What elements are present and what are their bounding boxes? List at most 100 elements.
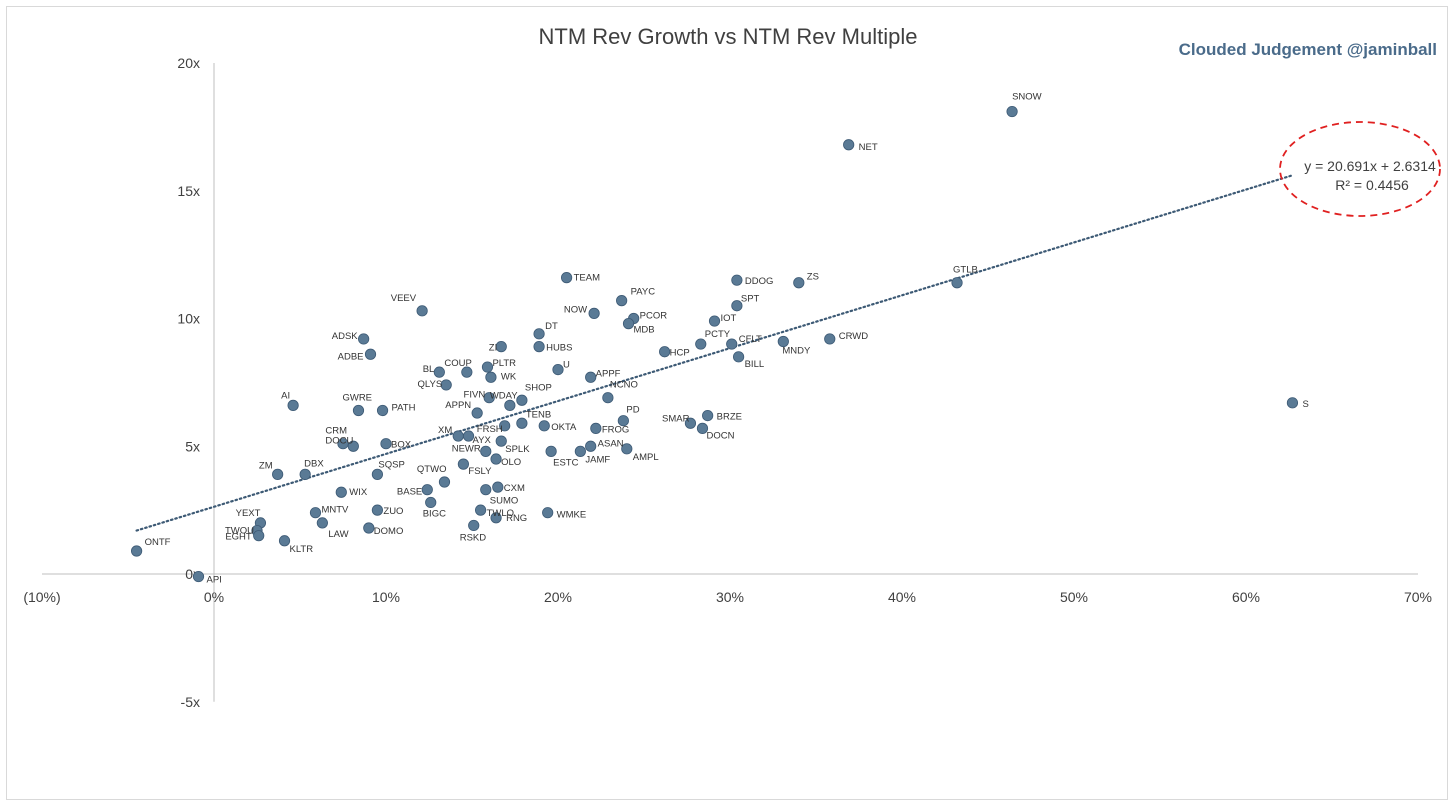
data-point [438,476,451,488]
data-point [617,415,629,427]
point-label: FRSH [477,424,503,435]
data-point [347,440,359,452]
data-point [363,522,375,534]
data-point [708,315,721,327]
y-tick-label: 20x [177,55,200,71]
point-label: S [1302,399,1308,410]
point-label: WMKE [557,510,587,521]
point-label: NEWR [452,443,481,454]
point-label: ZI [489,343,497,354]
data-point [951,277,963,289]
data-point [371,504,383,516]
data-point [622,318,635,330]
data-point [585,440,597,452]
data-point [793,277,805,289]
point-label: API [207,575,222,586]
data-point [560,272,573,284]
point-label: WDAY [490,390,518,401]
point-label: TWOU [225,526,254,537]
data-point [1286,397,1299,409]
data-point [516,417,528,429]
trendline-equation-text: y = 20.691x + 2.6314 [1304,158,1436,174]
x-tick-label: 60% [1232,589,1260,605]
data-point [380,438,392,450]
data-point [777,335,789,348]
point-label: NET [859,142,878,153]
data-point [590,422,602,434]
data-point [474,504,487,516]
r-squared-text: R² = 0.4456 [1335,177,1409,193]
point-label: XM [438,425,452,436]
data-point [495,341,507,353]
data-point [131,545,143,557]
data-point [684,417,697,429]
data-point [696,422,709,434]
data-point [440,379,452,391]
point-label: AMPL [633,452,659,463]
point-labels: SNOW NET S GTLB ZS DDOG SPT IOT CRWD MNDY CFLT PCTY… [145,92,1309,586]
point-label: DBX [304,458,324,469]
x-tick-label: 30% [716,589,744,605]
point-label: BOX [391,440,412,451]
data-point [499,420,511,432]
data-point [516,394,528,406]
point-label: SHOP [525,382,552,393]
point-label: MDB [634,325,655,336]
data-point [471,407,483,419]
data-point [421,484,433,496]
point-label: IOT [721,313,737,324]
data-point [287,399,299,411]
data-point [1006,105,1018,118]
data-point [732,351,745,363]
point-label: BL [423,364,435,375]
data-point [824,333,836,345]
data-point [483,392,495,404]
point-label: FROG [602,424,629,435]
point-label: CRM [325,426,347,437]
point-label: SMAR [662,413,690,424]
point-label: SNOW [1012,92,1042,103]
data-point [364,348,377,360]
data-point [492,481,504,493]
data-point [616,295,628,307]
point-label: SUMO [490,496,519,507]
point-label: FSLY [468,466,492,477]
x-tick-label: 10% [372,589,400,605]
point-label: CFLT [739,334,762,345]
point-label: OKTA [551,422,577,433]
data-point [533,341,545,353]
data-point [726,338,738,350]
point-label: EGHT [225,532,252,543]
data-point [371,468,383,480]
point-label: MNTV [321,505,349,516]
point-label: WK [501,371,517,382]
point-label: APPF [596,368,621,379]
data-point [272,468,284,480]
point-label: VEEV [391,293,417,304]
trendline-layer [135,174,1294,532]
data-point [299,468,311,480]
data-point [481,361,494,373]
data-point [538,420,550,432]
data-point [588,307,600,319]
data-point [480,484,492,496]
point-label: HCP [670,348,690,359]
point-label: SQSP [378,459,404,470]
point-label: ZM [259,460,273,471]
data-point [335,486,347,498]
data-point [843,139,855,151]
point-label: DDOG [745,276,774,287]
data-point [490,512,502,524]
point-label: KLTR [290,544,314,555]
point-label: TWLO [487,508,514,519]
data-point [425,496,437,509]
x-tick-label: 70% [1404,589,1432,605]
point-label: PLTR [492,358,516,369]
point-label: RNG [506,513,527,524]
point-label: DOCU [325,435,353,446]
point-label: TEAM [574,273,600,284]
data-point [468,519,480,532]
point-label: CRWD [839,331,869,342]
data-point [731,300,743,312]
